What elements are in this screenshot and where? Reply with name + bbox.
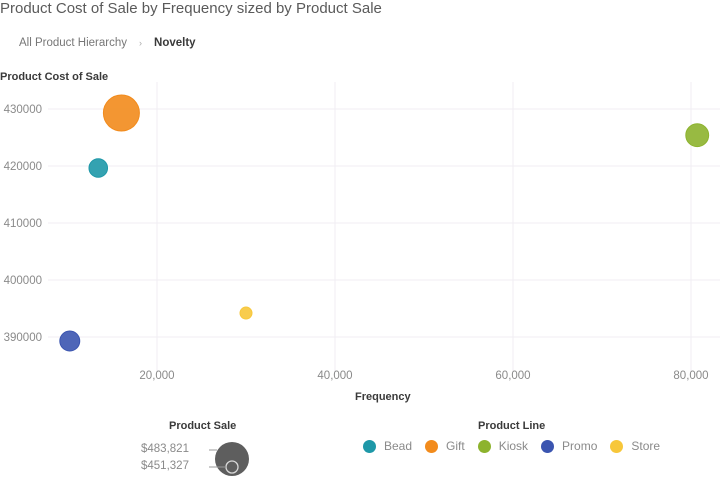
y-tick-label: 430000 (4, 104, 42, 116)
legend-label: Bead (384, 439, 413, 453)
x-tick-label: 20,000 (139, 370, 174, 382)
x-tick-label: 60,000 (495, 370, 530, 382)
bubble-kiosk[interactable] (685, 123, 710, 148)
breadcrumb-current: Novelty (154, 37, 196, 49)
legend-item-gift[interactable]: Gift (425, 439, 465, 453)
x-axis-label: Frequency (355, 391, 411, 403)
legend-swatch-icon (425, 439, 439, 453)
x-tick-label: 80,000 (673, 370, 708, 382)
breadcrumb: All Product Hierarchy › Novelty (19, 37, 196, 49)
y-tick-label: 420000 (4, 161, 42, 173)
size-legend-max-circle (215, 442, 249, 476)
chart-title: Product Cost of Sale by Frequency sized … (0, 0, 382, 17)
y-tick-label: 390000 (4, 332, 42, 344)
size-legend-graphic (209, 442, 249, 476)
x-axis-ticks: 20,000 40,000 60,000 80,000 (139, 370, 708, 382)
bubble-promo[interactable] (59, 330, 81, 352)
legend-label: Gift (446, 439, 465, 453)
legend-item-store[interactable]: Store (610, 439, 660, 453)
size-legend-max-label: $483,821 (141, 443, 189, 455)
y-axis-label: Product Cost of Sale (0, 71, 109, 83)
legend-label: Promo (562, 439, 598, 453)
legend-swatch-icon (363, 439, 376, 453)
legend-item-kiosk[interactable]: Kiosk (477, 439, 529, 453)
color-legend: Bead Gift Kiosk Promo Store (363, 439, 673, 453)
bubble-store[interactable] (239, 306, 253, 320)
legend-swatch-icon (610, 439, 624, 453)
bubble-gift[interactable] (102, 94, 140, 132)
bubbles (59, 94, 710, 352)
grid-lines (48, 82, 720, 372)
y-axis-ticks: 390000 400000 410000 420000 430000 (4, 104, 42, 344)
bubble-bead[interactable] (88, 158, 109, 178)
legend-item-bead[interactable]: Bead (363, 439, 412, 453)
size-legend-title: Product Sale (169, 420, 237, 432)
chevron-right-icon: › (139, 38, 143, 48)
legend-label: Store (631, 439, 661, 453)
legend-item-promo[interactable]: Promo (541, 439, 597, 453)
breadcrumb-root-link[interactable]: All Product Hierarchy (19, 37, 128, 49)
size-legend-min-label: $451,327 (141, 460, 189, 472)
y-tick-label: 400000 (4, 275, 42, 287)
legend-swatch-icon (541, 439, 555, 453)
legend-swatch-icon (477, 439, 491, 453)
color-legend-title: Product Line (478, 420, 546, 432)
legend-label: Kiosk (498, 439, 529, 453)
y-tick-label: 410000 (4, 218, 42, 230)
x-tick-label: 40,000 (317, 370, 352, 382)
